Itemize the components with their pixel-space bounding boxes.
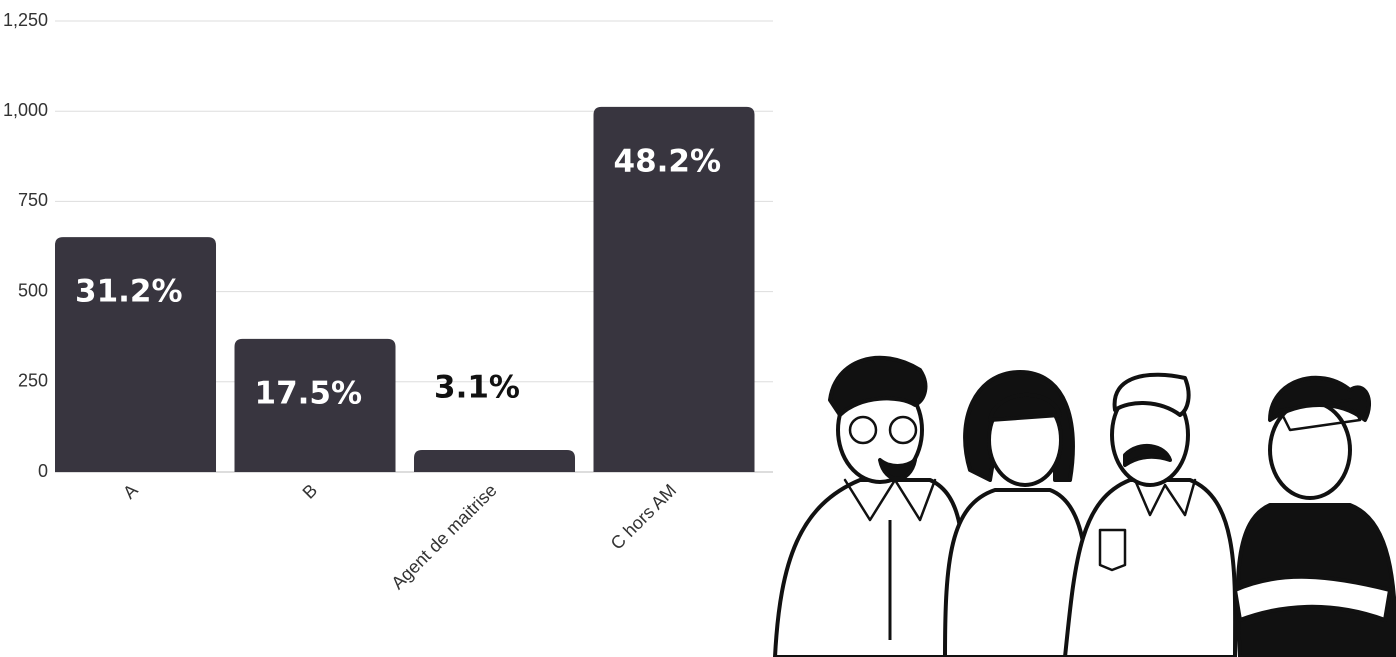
data-label: 3.1%: [434, 370, 520, 406]
bar: [593, 106, 755, 473]
y-tick-label: 1,000: [3, 100, 48, 120]
x-tick-label: Agent de maitrise: [388, 480, 501, 593]
data-label: 31.2%: [75, 274, 183, 310]
data-label: 17.5%: [255, 375, 363, 411]
data-label: 48.2%: [614, 143, 722, 179]
y-tick-label: 500: [18, 280, 48, 300]
bar: [234, 338, 396, 472]
bar: [55, 237, 217, 472]
x-tick-label: A: [119, 480, 142, 503]
x-tick-label: B: [299, 480, 322, 503]
y-tick-label: 0: [38, 461, 48, 481]
bar: [414, 449, 576, 472]
y-tick-label: 750: [18, 190, 48, 210]
y-tick-label: 1,250: [3, 10, 48, 30]
y-tick-label: 250: [18, 371, 48, 391]
people-illustration: [773, 355, 1396, 657]
x-tick-label: C hors AM: [607, 480, 681, 554]
